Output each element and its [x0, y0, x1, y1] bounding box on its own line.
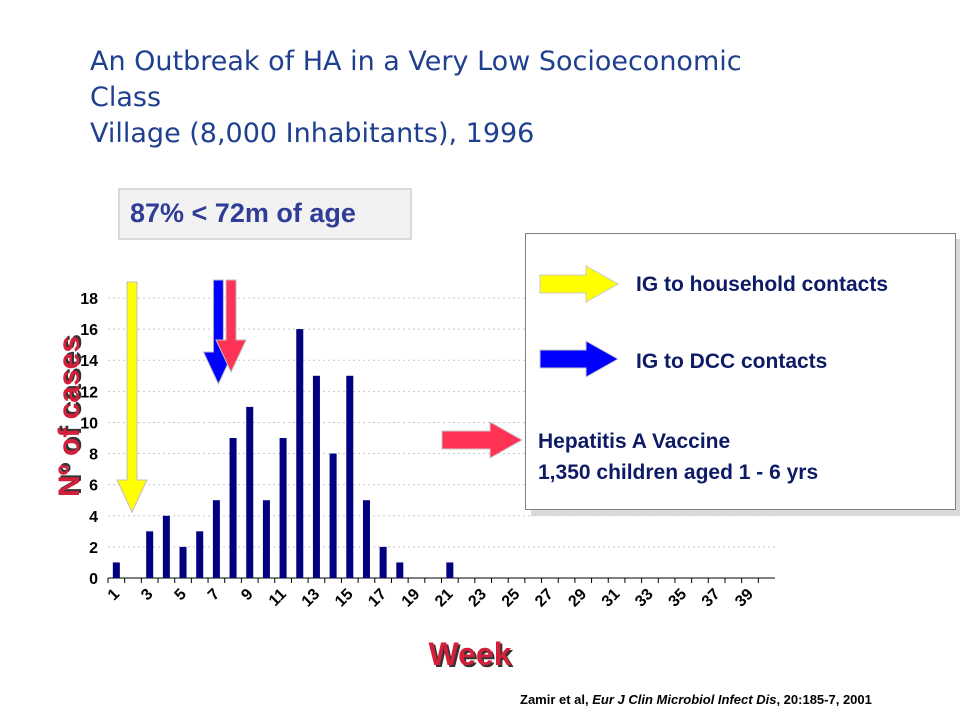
intervention-legend: IG to household contacts IG to DCC conta…	[525, 233, 956, 510]
bar-week-16	[362, 500, 370, 578]
x-tick-label: 15	[332, 586, 357, 611]
x-tick-label: 9	[238, 586, 256, 604]
bar-week-7	[212, 500, 220, 578]
bar-week-11	[279, 438, 287, 578]
intervention-arrows	[116, 279, 247, 514]
red-arrow-icon	[441, 421, 524, 459]
chart-axes	[107, 577, 775, 583]
bar-week-13	[312, 375, 320, 578]
citation-journal: Eur J Clin Microbiol Infect Dis	[592, 692, 777, 707]
x-tick-label: 25	[499, 586, 524, 611]
x-axis-label: Week	[428, 636, 512, 672]
x-tick-label: 17	[365, 586, 390, 611]
bar-week-18	[396, 562, 404, 578]
title-line-2: Class	[90, 82, 162, 113]
bar-week-15	[346, 375, 354, 578]
bar-week-21	[446, 562, 454, 578]
y-tick-label: 0	[89, 571, 98, 588]
y-tick-label: 10	[80, 415, 98, 432]
bar-week-14	[329, 453, 337, 578]
y-axis-label: Nº of cases	[53, 335, 86, 497]
x-tick-label: 5	[172, 586, 190, 604]
x-tick-label: 21	[432, 586, 457, 611]
x-tick-label: 19	[399, 586, 424, 611]
slide-title: An Outbreak of HA in a Very Low Socioeco…	[90, 44, 850, 152]
y-tick-label: 12	[80, 384, 98, 401]
x-tick-labels: 1 3 5 7 9 11 13 15 17 19 21 23 25 27 29 31 33 35 37 39	[105, 586, 757, 611]
bar-week-10	[262, 500, 270, 578]
legend-household-label: IG to household contacts	[636, 273, 889, 296]
legend-vaccine-detail: 1,350 children aged 1 - 6 yrs	[538, 461, 819, 484]
y-tick-label: 2	[89, 540, 98, 557]
y-tick-label: 8	[89, 447, 98, 464]
blue-arrow-icon	[539, 340, 620, 378]
x-tick-label: 27	[532, 586, 557, 611]
y-tick-label: 14	[80, 353, 98, 370]
x-tick-label: 11	[266, 586, 290, 610]
x-tick-label: 23	[465, 586, 490, 611]
age-note-text: 87% < 72m of age	[130, 198, 356, 228]
x-tick-label: 29	[565, 586, 590, 611]
x-tick-label: 13	[299, 586, 324, 611]
x-tick-label: 39	[732, 586, 757, 611]
y-tick-label: 16	[80, 322, 98, 339]
bar-week-9	[246, 406, 254, 578]
x-tick-label: 37	[699, 586, 724, 611]
title-line-3: Village (8,000 Inhabitants), 1996	[90, 118, 535, 149]
y-tick-labels: 0 2 4 6 8 10 12 14 16 18	[80, 291, 98, 588]
x-tick-label: 3	[138, 586, 156, 604]
citation-authors: Zamir et al,	[520, 692, 593, 707]
y-tick-label: 4	[89, 509, 98, 526]
bar-week-12	[296, 329, 304, 578]
y-tick-label: 6	[89, 478, 98, 495]
x-tick-label: 1	[105, 586, 123, 604]
yellow-down-arrow-icon	[116, 281, 148, 514]
bar-week-17	[379, 546, 387, 578]
yellow-arrow-icon	[539, 265, 620, 303]
x-tick-label: 33	[632, 586, 657, 611]
legend-dcc-label: IG to DCC contacts	[636, 350, 828, 373]
legend-vaccine-label: Hepatitis A Vaccine	[538, 430, 731, 453]
red-down-arrow-icon	[215, 279, 247, 374]
bar-week-4	[162, 515, 170, 578]
bar-week-5	[179, 546, 187, 578]
bar-week-3	[146, 531, 154, 578]
x-tick-label: 7	[205, 586, 223, 604]
title-line-1: An Outbreak of HA in a Very Low Socioeco…	[90, 46, 742, 77]
bar-week-1	[112, 562, 120, 578]
citation: Zamir et al, Eur J Clin Microbiol Infect…	[520, 692, 872, 707]
bar-week-8	[229, 438, 237, 578]
x-tick-label: 31	[599, 586, 624, 611]
x-tick-label: 35	[666, 586, 691, 611]
y-tick-label: 18	[80, 291, 98, 308]
bars	[112, 329, 454, 578]
age-note-box: 87% < 72m of age	[118, 188, 412, 240]
citation-details: , 20:185-7, 2001	[776, 692, 872, 707]
bar-week-6	[196, 531, 204, 578]
